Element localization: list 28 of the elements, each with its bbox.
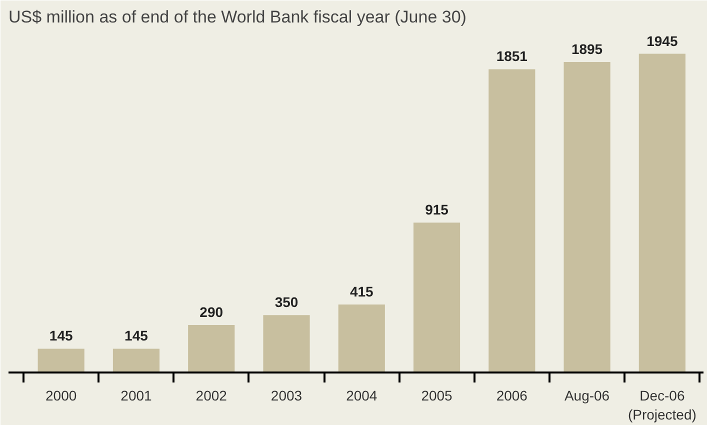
data-label: 1851 xyxy=(496,48,528,64)
x-tick-label: 2006 xyxy=(496,388,528,404)
x-tick-label: 2003 xyxy=(270,388,302,404)
bar xyxy=(413,222,460,372)
bar xyxy=(188,324,235,372)
x-tick-label: 2002 xyxy=(196,388,228,404)
data-label: 145 xyxy=(49,328,73,344)
data-label: 290 xyxy=(200,304,224,320)
bar xyxy=(638,54,686,372)
data-label: 415 xyxy=(350,284,374,300)
bar xyxy=(112,348,160,372)
bar xyxy=(488,69,536,372)
data-label: 145 xyxy=(124,328,148,344)
x-tick-label: 2000 xyxy=(46,388,77,404)
data-label: 1945 xyxy=(646,32,678,49)
bar xyxy=(38,348,84,372)
data-label: 915 xyxy=(425,202,449,218)
chart-subtitle: US$ million as of end of the World Bank fiscal year (June 30) xyxy=(8,8,466,26)
x-tick-label: 2004 xyxy=(346,388,378,404)
bar xyxy=(338,304,385,372)
x-tick-label: 2001 xyxy=(120,388,152,404)
bar xyxy=(564,62,610,372)
x-tick-label: Aug-06 xyxy=(564,388,610,404)
data-label: 1895 xyxy=(571,41,603,57)
x-tick-label: 2005 xyxy=(421,388,453,404)
bar xyxy=(263,315,310,372)
x-tick-label: Dec-06 (Projected) xyxy=(628,388,696,423)
data-label: 350 xyxy=(274,294,298,310)
